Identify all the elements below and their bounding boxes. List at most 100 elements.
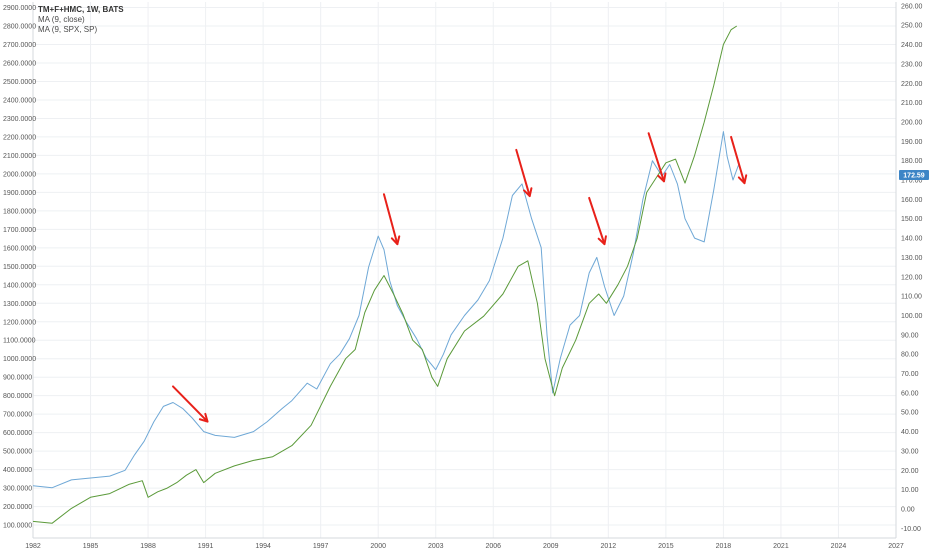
left-tick-label: 1300.0000 <box>3 301 36 308</box>
right-tick-label: 10.00 <box>901 487 919 494</box>
legend-symbol[interactable]: TM+F+HMC, 1W, BATS <box>38 5 124 14</box>
x-tick-label: 2015 <box>658 543 674 550</box>
red-arrow-head <box>523 187 533 198</box>
left-tick-label: 200.0000 <box>3 504 32 511</box>
x-tick-label: 2027 <box>888 543 904 550</box>
time-axis[interactable]: 1982 1985 1988 1991 1994 1997 2000 2003 2006 2009… <box>25 543 904 550</box>
right-tick-label: 220.00 <box>901 81 923 88</box>
left-tick-label: 400.0000 <box>3 467 32 474</box>
legend-ma-close[interactable]: MA (9, close) <box>38 15 85 24</box>
left-tick-label: 2800.0000 <box>3 24 36 31</box>
left-tick-label: 2700.0000 <box>3 42 36 49</box>
right-tick-label: 60.00 <box>901 390 919 397</box>
left-tick-label: 1500.0000 <box>3 264 36 271</box>
x-tick-label: 2018 <box>716 543 732 550</box>
right-tick-label: 50.00 <box>901 410 919 417</box>
left-price-axis[interactable]: 100.0000 200.0000 300.0000 400.0000 500.0000… <box>3 5 36 530</box>
x-tick-label: 2006 <box>485 543 501 550</box>
right-tick-label: 150.00 <box>901 216 923 223</box>
x-tick-label: 1985 <box>83 543 99 550</box>
red-arrow-head <box>737 174 748 185</box>
grid <box>32 2 897 539</box>
left-tick-label: 1400.0000 <box>3 282 36 289</box>
left-tick-label: 2900.0000 <box>3 5 36 12</box>
right-tick-label: 80.00 <box>901 352 919 359</box>
right-tick-label: 190.00 <box>901 139 923 146</box>
red-arrow <box>171 385 209 423</box>
red-arrow <box>730 135 748 185</box>
right-tick-label: -10.00 <box>901 526 921 533</box>
red-arrow-shaft <box>382 193 399 246</box>
red-arrow-head <box>597 235 607 246</box>
x-tick-label: 1994 <box>255 543 271 550</box>
last-price-badge: 172.59 <box>899 170 929 181</box>
left-tick-label: 900.0000 <box>3 375 32 382</box>
right-tick-label: 90.00 <box>901 332 919 339</box>
right-tick-label: 0.00 <box>901 506 915 513</box>
left-tick-label: 1700.0000 <box>3 227 36 234</box>
red-arrow <box>647 132 667 183</box>
left-tick-label: 800.0000 <box>3 393 32 400</box>
left-tick-label: 100.0000 <box>3 523 32 530</box>
x-tick-label: 2021 <box>773 543 789 550</box>
x-tick-label: 2003 <box>428 543 444 550</box>
right-tick-label: 20.00 <box>901 468 919 475</box>
series-line-ma-spx <box>32 25 738 524</box>
legend: TM+F+HMC, 1W, BATS MA (9, close) MA (9, … <box>38 5 124 35</box>
red-arrow-shaft <box>588 196 606 246</box>
left-tick-label: 2500.0000 <box>3 79 36 86</box>
right-tick-label: 110.00 <box>901 294 922 301</box>
right-tick-label: 200.00 <box>901 119 923 126</box>
right-tick-label: 130.00 <box>901 255 923 262</box>
right-tick-label: 70.00 <box>901 371 919 378</box>
left-tick-label: 600.0000 <box>3 430 32 437</box>
x-tick-label: 2009 <box>543 543 559 550</box>
right-tick-label: 100.00 <box>901 313 923 320</box>
right-tick-label: 30.00 <box>901 448 919 455</box>
right-tick-label: 140.00 <box>901 236 923 243</box>
left-tick-label: 2600.0000 <box>3 60 36 67</box>
red-arrow-shaft <box>515 148 531 198</box>
left-tick-label: 500.0000 <box>3 449 32 456</box>
left-tick-label: 700.0000 <box>3 412 32 419</box>
red-arrow-head <box>198 412 209 423</box>
right-tick-label: 120.00 <box>901 274 923 281</box>
left-tick-label: 1100.0000 <box>3 338 36 345</box>
red-arrow <box>515 148 533 198</box>
legend-ma-spx[interactable]: MA (9, SPX, SP) <box>38 25 98 34</box>
right-tick-label: 260.00 <box>901 3 923 10</box>
red-arrow-shaft <box>730 135 746 185</box>
x-tick-label: 1982 <box>25 543 41 550</box>
x-tick-label: 1997 <box>313 543 329 550</box>
right-tick-label: 180.00 <box>901 158 923 165</box>
arrow-annotations <box>171 132 748 423</box>
x-tick-label: 2012 <box>601 543 617 550</box>
left-tick-label: 2100.0000 <box>3 153 36 160</box>
red-arrow <box>588 196 607 246</box>
last-price-value: 172.59 <box>903 173 925 180</box>
red-arrow-head <box>390 235 401 246</box>
x-tick-label: 2000 <box>370 543 386 550</box>
right-tick-label: 40.00 <box>901 429 919 436</box>
left-tick-label: 300.0000 <box>3 486 32 493</box>
left-tick-label: 1900.0000 <box>3 190 36 197</box>
right-tick-label: 230.00 <box>901 61 923 68</box>
left-tick-label: 2200.0000 <box>3 134 36 141</box>
red-arrow-shaft <box>647 132 665 183</box>
series-group <box>32 25 740 524</box>
right-price-axis[interactable]: -10.00 0.00 10.00 20.00 30.00 40.00 50.00 60.00… <box>901 3 923 532</box>
x-tick-label: 1988 <box>140 543 156 550</box>
red-arrow-head <box>657 172 667 183</box>
right-tick-label: 170.00 <box>901 178 923 185</box>
x-tick-label: 1991 <box>198 543 214 550</box>
right-tick-label: 240.00 <box>901 42 923 49</box>
left-tick-label: 1200.0000 <box>3 319 36 326</box>
right-tick-label: 160.00 <box>901 197 923 204</box>
left-tick-label: 2400.0000 <box>3 97 36 104</box>
left-tick-label: 2300.0000 <box>3 116 36 123</box>
left-tick-label: 2000.0000 <box>3 171 36 178</box>
left-tick-label: 1000.0000 <box>3 356 36 363</box>
left-tick-label: 1600.0000 <box>3 245 36 252</box>
